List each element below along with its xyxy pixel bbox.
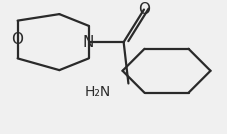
Text: N: N (83, 35, 94, 50)
Text: O: O (138, 2, 150, 17)
Text: H₂N: H₂N (85, 85, 111, 99)
Text: O: O (12, 32, 24, 47)
